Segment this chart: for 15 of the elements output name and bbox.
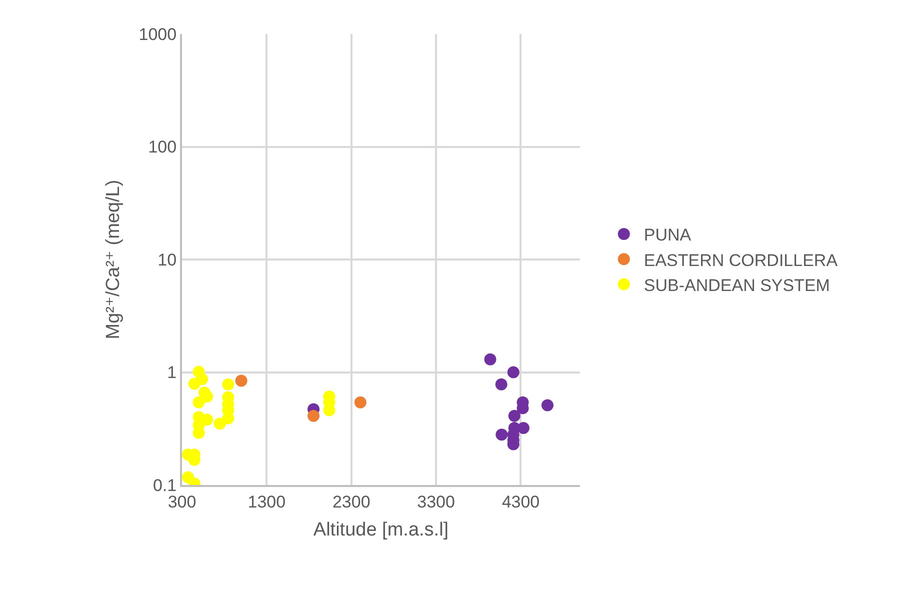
x-tick-label: 2300: [332, 492, 370, 512]
legend-label: PUNA: [644, 226, 692, 245]
legend-label: EASTERN CORDILLERA: [644, 250, 838, 270]
x-tick-label: 300: [168, 492, 196, 512]
x-tick-label: 4300: [502, 492, 540, 512]
legend-label: SUB-ANDEAN SYSTEM: [644, 276, 830, 295]
x-tick-label: 1300: [248, 492, 286, 512]
x-tick-label: 3300: [417, 492, 455, 512]
y-tick-label: 0.1: [152, 476, 177, 495]
y-tick-label: 1: [167, 363, 177, 382]
y-tick-label: 1000: [138, 24, 177, 44]
y-tick-label: 100: [148, 138, 177, 157]
x-axis-title: Altitude [m.a.s.l]: [313, 520, 449, 541]
y-tick-label: 10: [158, 250, 177, 270]
y-axis-title: Mg²⁺/Ca²⁺ (meq/L): [103, 180, 124, 340]
